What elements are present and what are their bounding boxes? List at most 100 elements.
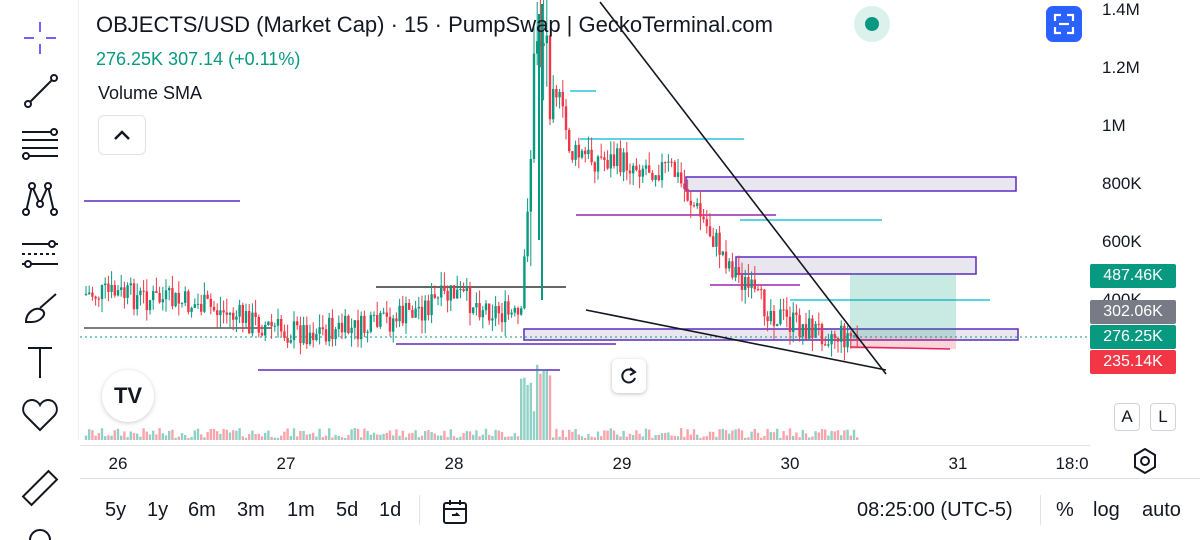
- price-tick: 1.4M: [1102, 0, 1140, 19]
- candle-body: [612, 154, 616, 167]
- candle-body: [264, 325, 267, 336]
- candle-body: [491, 318, 494, 321]
- volume-bar: [478, 436, 481, 440]
- candle-body: [353, 320, 356, 328]
- brush-icon[interactable]: [14, 282, 66, 334]
- candle-body: [545, 35, 548, 44]
- fullscreen-button[interactable]: [1046, 6, 1082, 42]
- candle-body: [321, 327, 324, 330]
- crosshair-icon[interactable]: [14, 12, 66, 64]
- volume-bar: [801, 429, 804, 440]
- range-1m-button[interactable]: 1m: [287, 499, 315, 521]
- trend-line-icon[interactable]: [14, 64, 66, 116]
- volume-bar: [420, 435, 424, 440]
- candle-body: [708, 226, 712, 237]
- candle-body: [766, 316, 769, 322]
- volume-bar: [606, 430, 609, 440]
- reset-chart-button[interactable]: [612, 359, 646, 393]
- candle-body: [734, 267, 737, 278]
- candle-body: [276, 318, 280, 326]
- volume-bar: [452, 436, 456, 440]
- volume-bar: [564, 437, 568, 440]
- volume-indicator-label[interactable]: Volume SMA: [98, 83, 203, 103]
- zoom-icon[interactable]: [14, 512, 66, 540]
- candle-body: [465, 285, 468, 292]
- price-tag-last: 276.25K: [1090, 325, 1176, 349]
- volume-bar: [494, 429, 497, 440]
- text-icon[interactable]: [14, 336, 66, 388]
- goto-date-icon[interactable]: [440, 497, 470, 527]
- candle-body: [699, 203, 702, 217]
- candle-body: [590, 149, 593, 163]
- ruler-icon[interactable]: [14, 462, 66, 514]
- candle-body: [539, 41, 542, 46]
- candle-body: [280, 318, 283, 332]
- pattern-icon[interactable]: [14, 172, 66, 224]
- range-5d-button[interactable]: 5d: [336, 499, 359, 521]
- volume-bar: [350, 429, 353, 440]
- range-5y-button[interactable]: 5y: [105, 499, 127, 521]
- range-6m-button[interactable]: 6m: [188, 499, 216, 521]
- volume-bar: [212, 429, 216, 440]
- market-status-icon[interactable]: [854, 6, 890, 42]
- volume-bar: [782, 431, 785, 440]
- volume-bar: [299, 430, 302, 440]
- candle-body: [558, 91, 561, 98]
- collapse-legend-button[interactable]: [98, 115, 146, 155]
- candle-body: [369, 315, 372, 332]
- volume-bar: [616, 434, 619, 440]
- candle-body: [168, 287, 171, 291]
- timezone-clock[interactable]: 08:25:00 (UTC-5): [857, 499, 1013, 521]
- candle-body: [788, 316, 792, 332]
- volume-bar: [88, 429, 91, 440]
- volume-bar: [552, 437, 555, 440]
- volume-bar: [174, 437, 177, 440]
- percent-scale-button[interactable]: %: [1056, 499, 1074, 521]
- time-axis[interactable]: 26 27 28 29 30 31 18:0: [80, 445, 1090, 477]
- volume-bar: [283, 431, 286, 440]
- candle-body: [500, 313, 504, 323]
- candle-body: [462, 289, 465, 292]
- candle-body: [344, 315, 347, 333]
- candle-body: [667, 161, 670, 163]
- settings-icon[interactable]: [1130, 446, 1160, 476]
- volume-bar: [708, 431, 712, 440]
- candle-body: [299, 325, 302, 344]
- candle-body: [776, 324, 779, 326]
- candle-body: [779, 309, 782, 325]
- log-scale-toggle[interactable]: log: [1093, 499, 1120, 521]
- candle-body: [254, 312, 257, 318]
- volume-bar: [657, 434, 660, 440]
- range-1y-button[interactable]: 1y: [147, 499, 169, 521]
- auto-scale-button[interactable]: A: [1114, 403, 1140, 431]
- volume-bar: [254, 434, 257, 440]
- candle-body: [305, 325, 308, 345]
- range-1d-button[interactable]: 1d: [379, 499, 402, 521]
- volume-bar: [113, 430, 116, 440]
- candle-body: [452, 285, 456, 299]
- candle-body: [721, 251, 724, 255]
- volume-bar: [702, 436, 705, 440]
- candle-body: [587, 149, 590, 155]
- chart-canvas[interactable]: [80, 0, 1090, 445]
- forecast-icon[interactable]: [14, 228, 66, 280]
- candle-body: [232, 312, 235, 320]
- volume-bar: [94, 435, 97, 440]
- volume-bar: [433, 433, 436, 440]
- log-scale-button[interactable]: L: [1150, 403, 1176, 431]
- volume-bar: [836, 430, 840, 440]
- volume-bar: [814, 431, 817, 440]
- time-label: 27: [276, 454, 296, 473]
- heart-icon[interactable]: [14, 388, 66, 440]
- price-scale[interactable]: 1.4M 1.2M 1M 800K 600K 400K: [1090, 0, 1200, 445]
- volume-bar: [321, 437, 324, 440]
- volume-bar: [219, 433, 222, 440]
- fib-icon[interactable]: [14, 118, 66, 170]
- tradingview-logo[interactable]: TV: [102, 370, 154, 422]
- volume-bar: [286, 428, 289, 440]
- candle-body: [833, 334, 836, 339]
- range-3m-button[interactable]: 3m: [237, 499, 265, 521]
- candle-body: [398, 305, 401, 322]
- volume-bar: [536, 364, 539, 440]
- auto-scale-toggle[interactable]: auto: [1142, 499, 1181, 521]
